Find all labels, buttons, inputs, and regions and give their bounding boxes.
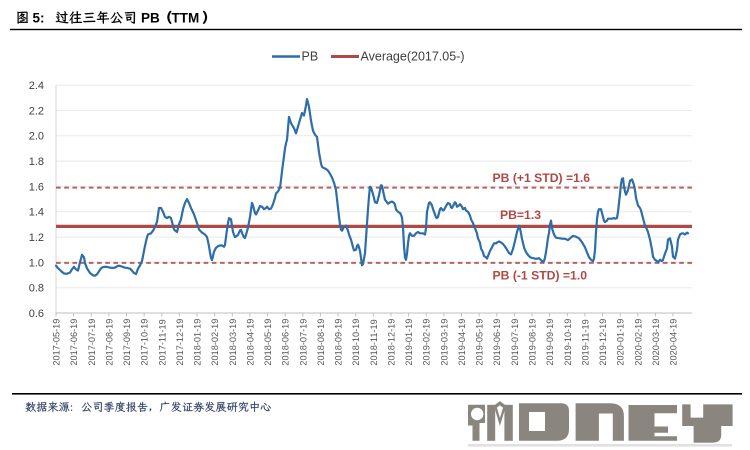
svg-text:2017-07-19: 2017-07-19 — [87, 319, 97, 366]
svg-text:5:: 5: — [33, 10, 45, 25]
svg-text:2017-11-19: 2017-11-19 — [157, 319, 167, 365]
svg-text:1.2: 1.2 — [29, 232, 44, 244]
svg-text:2018-01-19: 2018-01-19 — [193, 319, 203, 366]
svg-text:2019-05-19: 2019-05-19 — [475, 319, 485, 366]
svg-text:PB: PB — [302, 50, 319, 64]
svg-text:2019-04-19: 2019-04-19 — [457, 319, 467, 366]
svg-text:2018-12-19: 2018-12-19 — [387, 319, 397, 366]
svg-text:2017-12-19: 2017-12-19 — [175, 319, 185, 366]
svg-text:2018-07-19: 2018-07-19 — [298, 319, 308, 366]
svg-text:2018-03-19: 2018-03-19 — [228, 319, 238, 366]
svg-text:2020-03-19: 2020-03-19 — [651, 319, 661, 366]
svg-text:2019-07-19: 2019-07-19 — [510, 319, 520, 366]
svg-text:2019-06-19: 2019-06-19 — [492, 319, 502, 366]
svg-text:2.0: 2.0 — [29, 131, 44, 143]
svg-text:2017-05-19: 2017-05-19 — [52, 319, 62, 366]
svg-text:2017-10-19: 2017-10-19 — [140, 319, 150, 366]
svg-text:2018-10-19: 2018-10-19 — [351, 319, 361, 366]
svg-text:TTM: TTM — [172, 10, 200, 25]
svg-text:2017-09-19: 2017-09-19 — [122, 319, 132, 366]
svg-text:2019-08-19: 2019-08-19 — [528, 319, 538, 366]
svg-text:2019-12-19: 2019-12-19 — [598, 319, 608, 366]
svg-text:1.6: 1.6 — [29, 181, 44, 193]
svg-text:2.2: 2.2 — [29, 105, 44, 117]
svg-text:0.8: 0.8 — [29, 283, 44, 295]
svg-text:2020-04-19: 2020-04-19 — [669, 319, 679, 366]
svg-text:1.0: 1.0 — [29, 257, 44, 269]
svg-text:2020-01-19: 2020-01-19 — [616, 319, 626, 366]
svg-text:Average(2017.05-): Average(2017.05-) — [361, 50, 465, 64]
svg-text:2019-10-19: 2019-10-19 — [563, 319, 573, 366]
svg-text:PB (+1 STD) =1.6: PB (+1 STD) =1.6 — [493, 171, 591, 185]
svg-text:2019-11-19: 2019-11-19 — [580, 319, 590, 365]
svg-text:2017-08-19: 2017-08-19 — [104, 319, 114, 366]
svg-text:2017-06-19: 2017-06-19 — [69, 319, 79, 366]
svg-text:2019-02-19: 2019-02-19 — [422, 319, 432, 366]
svg-text:2018-08-19: 2018-08-19 — [316, 319, 326, 366]
svg-text:2018-02-19: 2018-02-19 — [210, 319, 220, 366]
svg-text:2019-03-19: 2019-03-19 — [439, 319, 449, 366]
svg-text:0.6: 0.6 — [29, 308, 44, 320]
svg-text:PB: PB — [141, 10, 160, 25]
svg-text:1.4: 1.4 — [29, 207, 44, 219]
svg-text:1.8: 1.8 — [29, 156, 44, 168]
svg-text:2.4: 2.4 — [29, 80, 44, 92]
svg-text:2018-06-19: 2018-06-19 — [281, 319, 291, 366]
svg-text:2018-04-19: 2018-04-19 — [245, 319, 255, 366]
svg-text:2018-09-19: 2018-09-19 — [334, 319, 344, 366]
svg-text:PB (-1 STD) =1.0: PB (-1 STD) =1.0 — [493, 269, 588, 283]
svg-text:2019-09-19: 2019-09-19 — [545, 319, 555, 366]
svg-text:PB=1.3: PB=1.3 — [500, 208, 541, 222]
svg-text:2018-05-19: 2018-05-19 — [263, 319, 273, 366]
svg-text:2018-11-19: 2018-11-19 — [369, 319, 379, 365]
svg-text:2019-01-19: 2019-01-19 — [404, 319, 414, 366]
svg-text:2020-02-19: 2020-02-19 — [633, 319, 643, 366]
